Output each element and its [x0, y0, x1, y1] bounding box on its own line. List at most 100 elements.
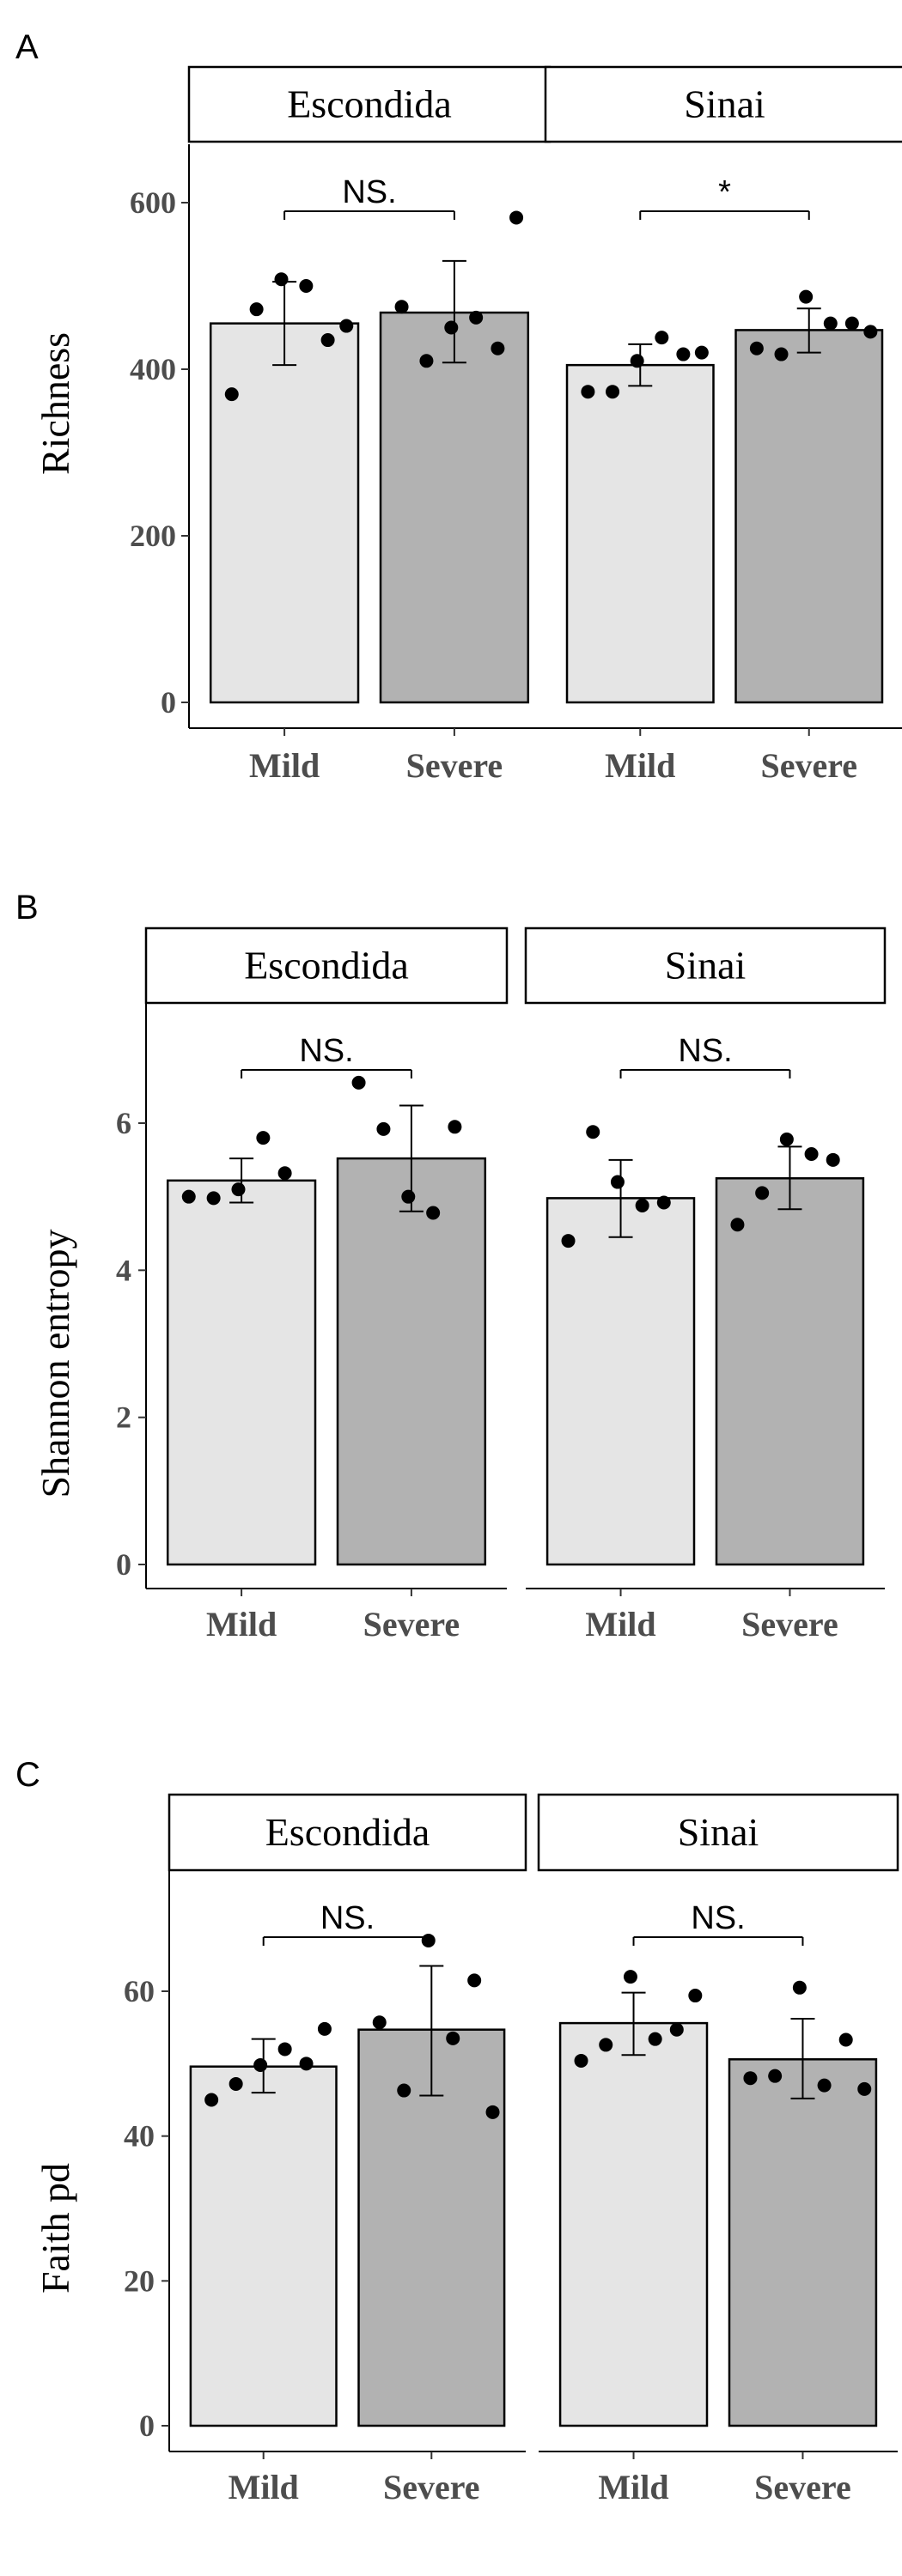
- data-point: [317, 2021, 332, 2036]
- y-tick-label: 200: [130, 519, 176, 553]
- data-point: [768, 2069, 783, 2083]
- data-point: [181, 1189, 196, 1204]
- y-tick-label: 20: [124, 2263, 155, 2298]
- data-point: [838, 2032, 853, 2047]
- data-point: [844, 316, 859, 331]
- data-point: [509, 210, 524, 225]
- data-point: [231, 1182, 246, 1197]
- facet-escondida: Escondida Mild Severe NS.: [187, 65, 552, 785]
- data-point: [372, 2015, 387, 2030]
- data-point: [610, 1175, 625, 1189]
- data-point: [448, 1120, 462, 1134]
- data-point: [774, 347, 789, 361]
- data-point: [656, 1195, 671, 1210]
- data-point: [826, 1152, 840, 1167]
- data-point: [823, 316, 838, 331]
- data-point: [648, 2032, 662, 2046]
- y-tick-label: 400: [130, 352, 176, 386]
- bar-mild: [558, 2021, 709, 2427]
- data-point: [299, 2057, 314, 2071]
- x-tick-label: Severe: [754, 2468, 851, 2506]
- data-point: [421, 1933, 436, 1947]
- bar-mild: [565, 363, 715, 704]
- data-point: [804, 1146, 819, 1161]
- significance-label: NS.: [342, 174, 396, 210]
- data-point: [623, 1970, 637, 1984]
- facet-strip-label: Sinai: [665, 944, 747, 987]
- bar-severe: [379, 311, 530, 704]
- bar-severe: [728, 2058, 878, 2427]
- facet-sinai: Sinai Mild Severe NS.: [524, 927, 887, 1643]
- facet-strip: [168, 1793, 527, 1872]
- data-point: [320, 333, 335, 348]
- data-point: [426, 1206, 441, 1220]
- y-tick-label: 6: [116, 1106, 131, 1140]
- y-axis-label: Richness: [34, 332, 77, 475]
- data-point: [574, 2053, 588, 2068]
- data-point: [863, 325, 878, 339]
- x-tick-label: Mild: [249, 746, 320, 785]
- data-point: [274, 272, 289, 287]
- data-point: [397, 2083, 411, 2098]
- data-point: [606, 385, 620, 399]
- panel-label: B: [15, 889, 39, 927]
- x-tick-label: Mild: [605, 746, 675, 785]
- bar-mild: [189, 2065, 338, 2427]
- y-tick-label: 4: [116, 1253, 131, 1287]
- facet-sinai: Sinai Mild Severe *: [544, 65, 902, 785]
- facet-escondida: Escondida Mild Severe NS.: [144, 927, 509, 1643]
- data-point: [299, 279, 314, 293]
- facet-strip-label: Sinai: [684, 82, 765, 126]
- data-point: [229, 2076, 243, 2091]
- y-axis-label: Shannon entropy: [34, 1229, 77, 1498]
- x-tick-label: Mild: [206, 1605, 277, 1643]
- facet-strip-label: Escondida: [287, 82, 452, 126]
- data-point: [857, 2081, 872, 2096]
- data-point: [419, 354, 434, 368]
- data-point: [401, 1189, 416, 1204]
- data-point: [669, 2022, 684, 2037]
- panel-A: A Richness 0 200 400 600 Escondida Mild Severe NS…: [15, 28, 902, 785]
- significance-label: NS.: [691, 1900, 745, 1936]
- data-point: [743, 2071, 758, 2086]
- bar-mild: [545, 1197, 696, 1566]
- data-point: [206, 1191, 221, 1206]
- x-tick-label: Severe: [760, 746, 857, 785]
- data-point: [792, 1980, 807, 1995]
- data-point: [676, 347, 691, 361]
- bar-severe: [336, 1157, 487, 1566]
- significance-label: NS.: [678, 1033, 732, 1069]
- data-point: [277, 1166, 292, 1181]
- y-axis-label: Faith pd: [34, 2163, 77, 2293]
- data-point: [694, 345, 709, 360]
- bar-severe: [734, 329, 884, 704]
- x-tick-label: Mild: [229, 2468, 299, 2506]
- significance-label: NS.: [299, 1033, 353, 1069]
- data-point: [351, 1075, 366, 1090]
- x-tick-label: Mild: [598, 2468, 668, 2506]
- y-tick-label: 0: [161, 685, 176, 720]
- data-point: [561, 1234, 576, 1249]
- x-tick-label: Severe: [383, 2468, 480, 2506]
- x-tick-label: Severe: [363, 1605, 460, 1643]
- data-point: [204, 2093, 219, 2107]
- data-point: [755, 1186, 770, 1200]
- data-point: [599, 2038, 613, 2052]
- y-tick-label: 0: [139, 2409, 155, 2443]
- facet-escondida: Escondida Mild Severe NS.: [168, 1793, 527, 2506]
- x-tick-label: Severe: [406, 746, 503, 785]
- x-tick-label: Severe: [741, 1605, 838, 1643]
- data-point: [256, 1131, 271, 1145]
- data-point: [779, 1132, 794, 1146]
- data-point: [491, 341, 505, 355]
- y-tick-label: 0: [116, 1547, 131, 1582]
- significance-label: NS.: [320, 1900, 375, 1936]
- facet-strip: [524, 927, 887, 1005]
- bar-mild: [166, 1179, 317, 1566]
- facet-sinai: Sinai Mild Severe NS.: [537, 1793, 899, 2506]
- data-point: [817, 2078, 832, 2093]
- panel-B: B Shannon entropy 0 2 4 6 Escondida Mild Severe N…: [15, 889, 887, 1643]
- significance-label: *: [718, 174, 731, 210]
